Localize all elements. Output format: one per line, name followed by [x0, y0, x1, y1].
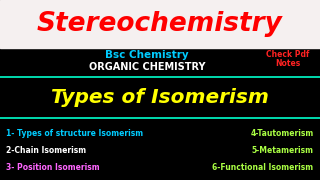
Text: Notes: Notes: [276, 59, 300, 68]
Text: Stereochemistry: Stereochemistry: [37, 11, 283, 37]
Text: 5-Metamerism: 5-Metamerism: [252, 146, 314, 155]
Text: 2-Chain Isomerism: 2-Chain Isomerism: [6, 146, 86, 155]
Text: Types of Isomerism: Types of Isomerism: [51, 88, 269, 107]
Text: ORGANIC CHEMISTRY: ORGANIC CHEMISTRY: [89, 62, 205, 72]
Text: 6-Functional Isomerism: 6-Functional Isomerism: [212, 163, 314, 172]
Text: Bsc Chemistry: Bsc Chemistry: [105, 50, 189, 60]
Text: 4-Tautomerism: 4-Tautomerism: [250, 129, 314, 138]
Text: 3- Position Isomerism: 3- Position Isomerism: [6, 163, 100, 172]
Bar: [0, 0, 320, 48]
Text: 1- Types of structure Isomerism: 1- Types of structure Isomerism: [6, 129, 144, 138]
Text: Check Pdf: Check Pdf: [266, 50, 310, 59]
